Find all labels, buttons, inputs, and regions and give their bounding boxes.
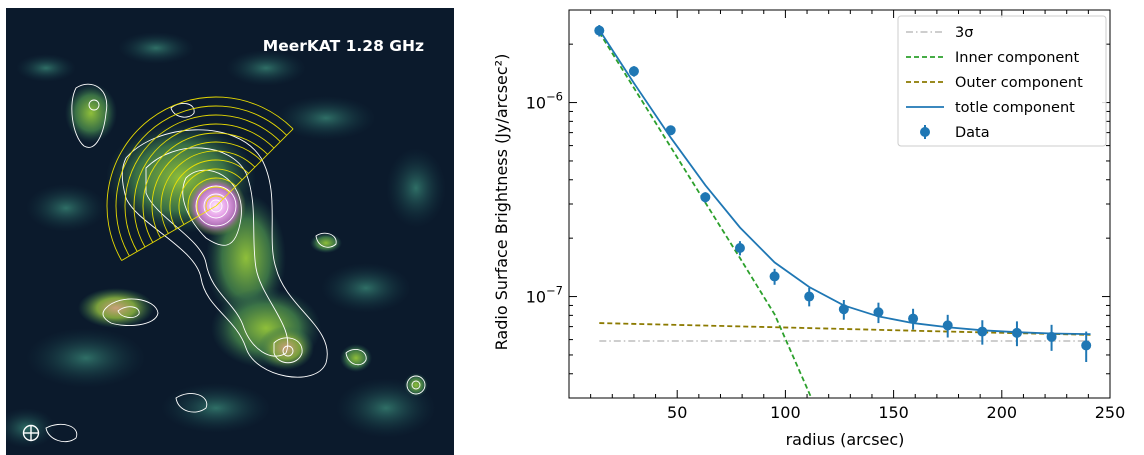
crosshair-circle-icon (22, 424, 40, 442)
sector-arc (124, 114, 281, 252)
y-tick-label: 10−6 (526, 90, 563, 113)
legend-box (897, 15, 1107, 147)
legend-label: Outer component (955, 75, 1083, 91)
sector-edge (215, 128, 294, 207)
sector-arc (133, 123, 275, 248)
sector-arc (187, 177, 237, 221)
x-tick-label: 50 (667, 403, 687, 422)
legend-label: totle component (955, 100, 1075, 116)
radio-contours (45, 83, 426, 442)
sector-arc (142, 132, 268, 243)
inner-component-line (598, 31, 813, 398)
image-title: MeerKAT 1.28 GHz (263, 37, 424, 55)
data-point (1011, 327, 1022, 338)
sector-arc (196, 186, 230, 216)
legend-label: 3σ (955, 25, 973, 41)
legend: 3σ Inner component Outer component totle co… (897, 15, 1107, 147)
data-point (908, 313, 919, 324)
legend-label: Data (955, 125, 990, 141)
axis-ticks: 50 100 150 200 250 10−7 10−6 (526, 9, 1126, 422)
sector-edge (121, 205, 217, 261)
legend-swatch (920, 127, 930, 137)
sector-arc (178, 168, 243, 225)
data-point (838, 304, 849, 315)
data-point (804, 291, 815, 302)
sector-arc (106, 96, 294, 261)
meerkat-radio-image: MeerKAT 1.28 GHz (6, 8, 454, 455)
data-point (1046, 331, 1057, 342)
diffuse-emission (65, 83, 428, 397)
data-point (1081, 340, 1092, 351)
y-tick-label: 10−7 (526, 284, 563, 307)
data-point (942, 320, 953, 331)
x-tick-label: 100 (770, 403, 801, 422)
sector-arc (160, 150, 256, 234)
data-point (628, 66, 639, 77)
sector-arc (169, 159, 249, 230)
data-points (594, 25, 1092, 362)
data-point (977, 326, 988, 337)
sector-arc (151, 141, 262, 239)
x-tick-label: 150 (878, 403, 909, 422)
data-point (873, 307, 884, 318)
data-point (665, 125, 676, 136)
data-point (734, 242, 745, 253)
background-noise (6, 32, 446, 448)
sector-annuli (106, 96, 294, 261)
data-point (769, 271, 780, 282)
data-point (700, 192, 711, 203)
x-tick-label: 250 (1095, 403, 1126, 422)
data-point (594, 25, 605, 36)
y-axis-label: Radio Surface Brightness (Jy/arcsec²) (492, 54, 511, 351)
legend-label: Inner component (955, 50, 1079, 66)
sector-arc (205, 195, 224, 212)
x-axis-label: radius (arcsec) (786, 430, 905, 449)
radial-profile-chart: 50 100 150 200 250 10−7 10−6 radius (arcsec) R… (492, 9, 1126, 449)
sector-arc (115, 105, 288, 257)
x-tick-label: 200 (987, 403, 1018, 422)
